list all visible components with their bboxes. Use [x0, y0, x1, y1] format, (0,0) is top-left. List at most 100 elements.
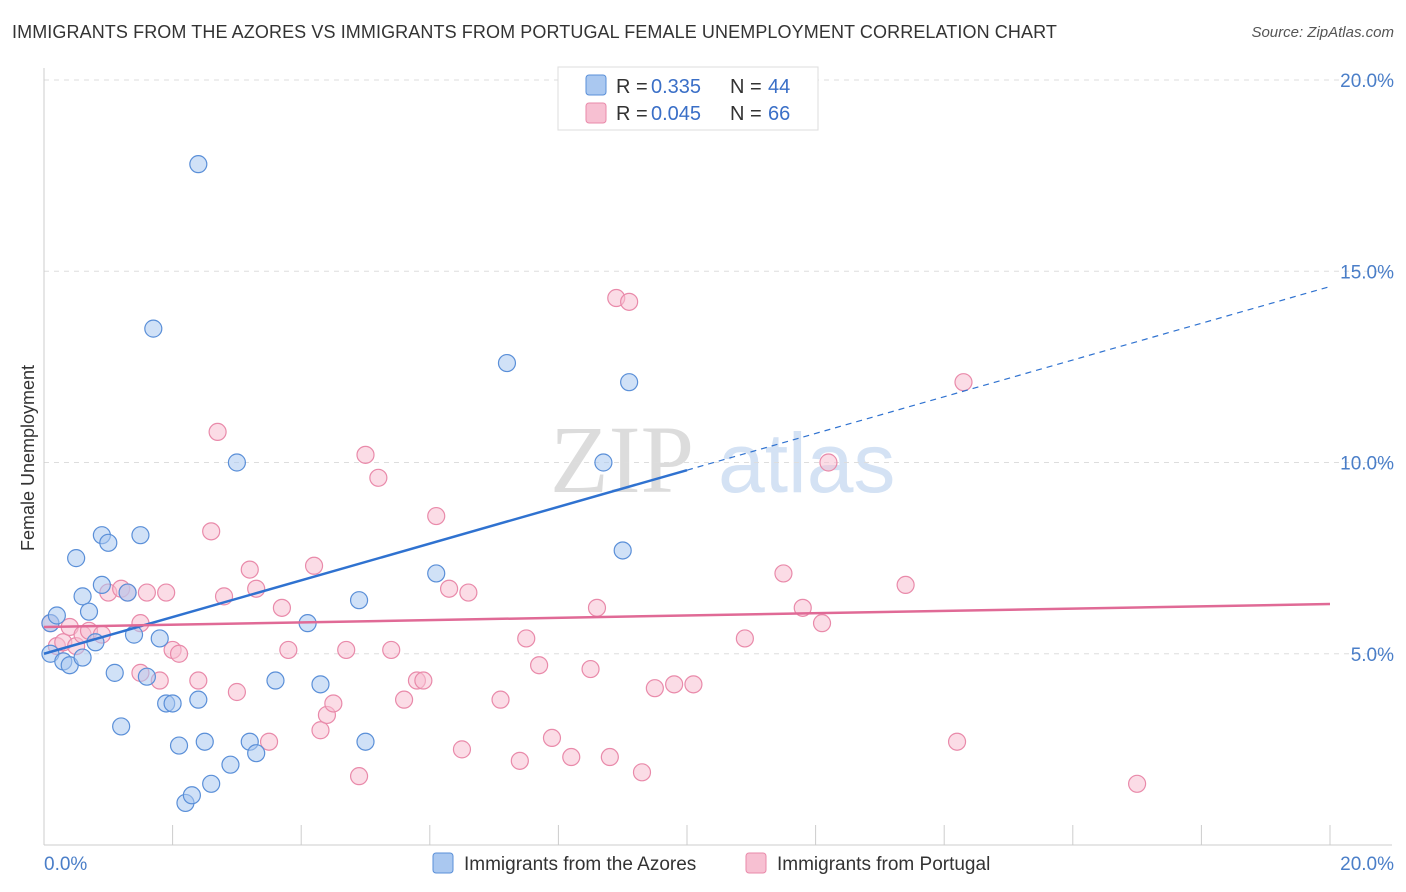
point-portugal — [137, 583, 156, 602]
point-portugal — [240, 560, 259, 579]
legend-n-value-portugal: 66 — [768, 103, 790, 125]
point-portugal — [510, 751, 529, 770]
point-azores — [311, 675, 330, 694]
point-portugal — [169, 644, 189, 663]
point-portugal — [1127, 774, 1147, 793]
point-azores — [182, 786, 201, 805]
point-portugal — [896, 575, 915, 595]
point-azores — [131, 526, 150, 545]
point-azores — [169, 736, 189, 755]
point-portugal — [227, 682, 246, 702]
point-portugal — [208, 422, 227, 441]
series-legend: Immigrants from the Azores Immigrants fr… — [432, 852, 990, 875]
legend-r-label-portugal: R = — [616, 103, 648, 125]
point-portugal — [414, 671, 433, 690]
point-portugal — [812, 614, 832, 633]
y-tick-label: 15.0% — [1340, 262, 1394, 283]
point-portugal — [304, 556, 324, 575]
series-legend-swatch-portugal — [745, 852, 767, 874]
point-azores — [112, 717, 131, 736]
point-portugal — [189, 671, 208, 690]
series-portugal-points — [41, 288, 1147, 793]
point-azores — [349, 591, 369, 610]
point-azores — [163, 694, 182, 713]
y-tick-label: 10.0% — [1340, 454, 1394, 475]
point-azores — [73, 648, 92, 667]
legend-n-value-azores: 44 — [768, 76, 790, 98]
trend-line-portugal — [43, 602, 1331, 629]
point-azores — [427, 564, 446, 583]
point-portugal — [427, 506, 446, 526]
point-azores — [47, 606, 66, 625]
y-tick-labels: 5.0% 10.0% 15.0% 20.0% — [1340, 71, 1394, 666]
point-portugal — [279, 640, 298, 660]
point-azores — [227, 453, 246, 472]
trend-line-azores — [43, 468, 688, 655]
point-portugal — [793, 598, 812, 617]
legend-n-label-azores: N = — [730, 76, 762, 98]
point-azores — [497, 353, 517, 373]
point-portugal — [665, 675, 684, 694]
point-portugal — [819, 453, 838, 472]
series-legend-swatch-azores — [432, 852, 454, 874]
y-tick-label: 5.0% — [1351, 645, 1394, 666]
point-portugal — [369, 468, 388, 487]
point-portugal — [452, 740, 472, 759]
point-azores — [266, 671, 285, 690]
point-portugal — [947, 732, 967, 751]
point-azores — [594, 453, 613, 472]
series-azores-points — [41, 155, 639, 813]
point-azores — [189, 690, 208, 709]
series-legend-label-azores: Immigrants from the Azores — [464, 854, 696, 875]
point-portugal — [530, 656, 549, 675]
point-azores — [92, 575, 111, 595]
point-azores — [195, 732, 214, 751]
point-azores — [105, 663, 124, 682]
point-portugal — [600, 747, 619, 767]
point-portugal — [394, 690, 414, 709]
point-portugal — [356, 445, 375, 464]
point-portugal — [954, 373, 973, 392]
point-portugal — [491, 690, 510, 709]
x-tick-labels: 0.0% 20.0% — [44, 854, 1394, 875]
point-portugal — [587, 598, 607, 617]
point-portugal — [735, 629, 754, 648]
point-portugal — [562, 747, 581, 767]
point-azores — [144, 319, 163, 338]
watermark-zip: ZIP — [550, 406, 694, 513]
point-portugal — [259, 732, 279, 751]
point-portugal — [645, 679, 664, 698]
y-tick-label: 20.0% — [1340, 71, 1394, 92]
legend-swatch-azores — [585, 74, 607, 96]
point-portugal — [581, 659, 600, 679]
legend-r-value-azores: 0.335 — [651, 76, 701, 98]
legend-r-label-azores: R = — [616, 76, 648, 98]
point-azores — [79, 602, 99, 621]
stats-legend: R = 0.335 N = 44 R = 0.045 N = 66 — [557, 66, 819, 131]
point-azores — [356, 732, 375, 751]
point-portugal — [459, 583, 478, 602]
legend-swatch-portugal — [585, 102, 607, 124]
trend-lines — [43, 285, 1331, 655]
y-axis-label: Female Unemployment — [18, 365, 38, 551]
point-portugal — [202, 522, 221, 541]
point-azores — [247, 744, 266, 763]
point-portugal — [324, 694, 343, 713]
trend-line-azores-projection — [686, 285, 1331, 471]
point-azores — [99, 533, 118, 552]
point-portugal — [632, 763, 652, 782]
point-portugal — [684, 675, 703, 694]
point-portugal — [272, 598, 292, 617]
source-label: Source: ZipAtlas.com — [1251, 24, 1394, 41]
point-azores — [613, 541, 632, 560]
point-azores — [73, 587, 92, 606]
point-azores — [67, 549, 86, 568]
point-portugal — [157, 583, 176, 602]
point-azores — [189, 155, 208, 174]
point-portugal — [774, 564, 793, 583]
point-portugal — [349, 767, 369, 786]
series-legend-label-portugal: Immigrants from Portugal — [777, 854, 990, 875]
point-portugal — [337, 640, 356, 660]
x-tick-max: 20.0% — [1340, 854, 1394, 875]
